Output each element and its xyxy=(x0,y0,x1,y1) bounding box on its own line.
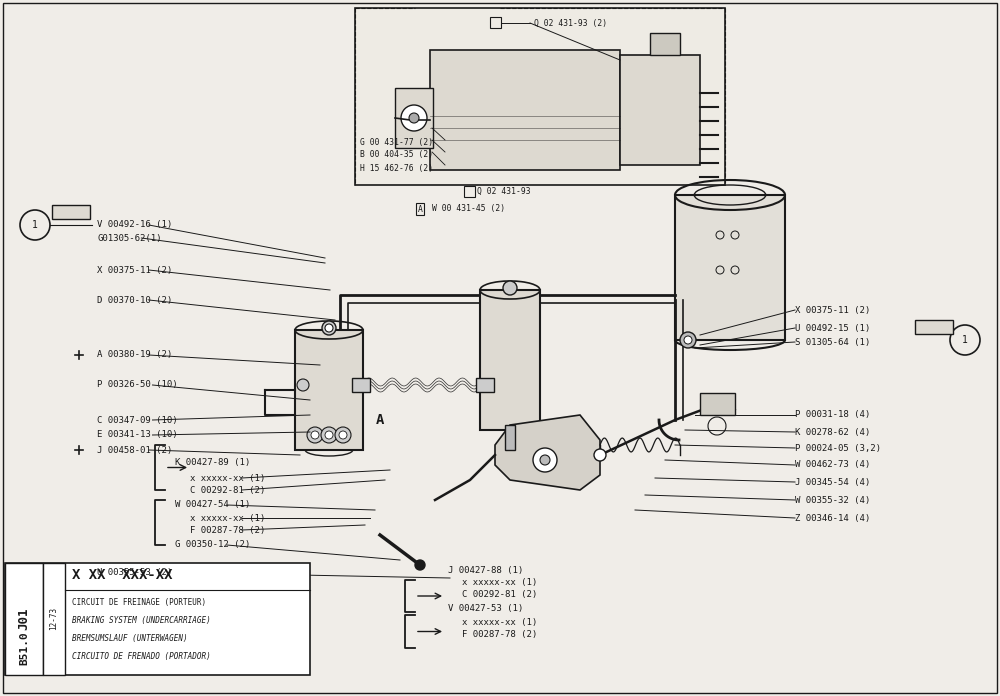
Circle shape xyxy=(401,105,427,131)
Text: BREMSUMSLAUF (UNTERWAGEN): BREMSUMSLAUF (UNTERWAGEN) xyxy=(72,633,188,642)
Circle shape xyxy=(415,560,425,570)
Bar xyxy=(52,205,90,219)
Text: A: A xyxy=(418,205,422,214)
Text: U 00355-53 (2): U 00355-53 (2) xyxy=(97,567,172,576)
Text: A 00380-19 (2): A 00380-19 (2) xyxy=(97,351,172,360)
Bar xyxy=(675,195,785,340)
Bar xyxy=(5,563,310,675)
Circle shape xyxy=(307,427,323,443)
Text: G01305-62(1): G01305-62(1) xyxy=(97,233,162,242)
Circle shape xyxy=(335,427,351,443)
Text: H 15 462-76 (2): H 15 462-76 (2) xyxy=(360,164,433,173)
Bar xyxy=(43,563,65,675)
Circle shape xyxy=(339,431,347,439)
Text: x xxxxx-xx (1): x xxxxx-xx (1) xyxy=(190,473,265,482)
Text: Z 00346-14 (4): Z 00346-14 (4) xyxy=(795,514,870,523)
Text: K 00427-89 (1): K 00427-89 (1) xyxy=(175,457,250,466)
Text: X 00375-11 (2): X 00375-11 (2) xyxy=(795,306,870,315)
Text: X 00375-11 (2): X 00375-11 (2) xyxy=(97,265,172,274)
Text: D 00370-10 (2): D 00370-10 (2) xyxy=(97,296,172,305)
Bar xyxy=(464,186,475,197)
Text: W 00462-73 (4): W 00462-73 (4) xyxy=(795,461,870,470)
Text: E 00341-13 (10): E 00341-13 (10) xyxy=(97,431,178,439)
Text: U 00492-15 (1): U 00492-15 (1) xyxy=(795,324,870,333)
Text: P 00031-18 (4): P 00031-18 (4) xyxy=(795,411,870,420)
Bar xyxy=(490,17,501,28)
Text: P 00326-50 (10): P 00326-50 (10) xyxy=(97,381,178,390)
Text: 1: 1 xyxy=(32,220,38,230)
Bar xyxy=(700,393,735,415)
Bar xyxy=(430,50,620,170)
Text: J 00345-54 (4): J 00345-54 (4) xyxy=(795,477,870,487)
Bar xyxy=(395,88,433,148)
Text: CIRCUITO DE FRENADO (PORTADOR): CIRCUITO DE FRENADO (PORTADOR) xyxy=(72,651,211,661)
Text: x xxxxx-xx (1): x xxxxx-xx (1) xyxy=(190,514,265,523)
Text: W 00427-54 (1): W 00427-54 (1) xyxy=(175,500,250,509)
Text: F 00287-78 (2): F 00287-78 (2) xyxy=(462,631,537,640)
Text: 12-73: 12-73 xyxy=(50,606,58,630)
Text: BRAKING SYSTEM (UNDERCARRIAGE): BRAKING SYSTEM (UNDERCARRIAGE) xyxy=(72,615,211,624)
Text: V 00427-53 (1): V 00427-53 (1) xyxy=(448,603,523,612)
Circle shape xyxy=(321,427,337,443)
Bar xyxy=(620,55,700,165)
Text: A: A xyxy=(376,413,384,427)
Text: G 00350-12 (2): G 00350-12 (2) xyxy=(175,541,250,550)
Text: CIRCUIT DE FREINAGE (PORTEUR): CIRCUIT DE FREINAGE (PORTEUR) xyxy=(72,597,206,606)
Polygon shape xyxy=(495,415,600,490)
Text: C 00292-81 (2): C 00292-81 (2) xyxy=(190,486,265,494)
Text: Q 02 431-93 (2): Q 02 431-93 (2) xyxy=(534,19,607,28)
Text: X XX  XXX-XX: X XX XXX-XX xyxy=(72,568,173,582)
Text: P 00024-05 (3,2): P 00024-05 (3,2) xyxy=(795,443,881,452)
Text: J 00427-88 (1): J 00427-88 (1) xyxy=(448,565,523,574)
Bar xyxy=(295,330,363,450)
Bar xyxy=(650,33,680,55)
Bar xyxy=(480,290,540,430)
Circle shape xyxy=(325,431,333,439)
Bar xyxy=(505,425,515,450)
Text: x xxxxx-xx (1): x xxxxx-xx (1) xyxy=(462,617,537,626)
Text: F 00287-78 (2): F 00287-78 (2) xyxy=(190,525,265,535)
Text: J01: J01 xyxy=(18,608,30,631)
Text: x xxxxx-xx (1): x xxxxx-xx (1) xyxy=(462,578,537,587)
Circle shape xyxy=(409,113,419,123)
Bar xyxy=(352,378,370,392)
Bar xyxy=(915,320,953,334)
Circle shape xyxy=(503,281,517,295)
Text: S 01305-64 (1): S 01305-64 (1) xyxy=(795,338,870,347)
Text: V 00492-16 (1): V 00492-16 (1) xyxy=(97,221,172,230)
Circle shape xyxy=(684,336,692,344)
Circle shape xyxy=(594,449,606,461)
Circle shape xyxy=(297,379,309,391)
Bar xyxy=(355,8,725,185)
Text: B51.0: B51.0 xyxy=(19,631,29,665)
Circle shape xyxy=(533,448,557,472)
Text: 1: 1 xyxy=(962,335,968,345)
Text: B 00 404-35 (2): B 00 404-35 (2) xyxy=(360,150,433,159)
Circle shape xyxy=(540,455,550,465)
Text: K 00278-62 (4): K 00278-62 (4) xyxy=(795,427,870,436)
Text: W 00 431-45 (2): W 00 431-45 (2) xyxy=(432,205,505,214)
Text: Q 02 431-93: Q 02 431-93 xyxy=(477,187,531,196)
Circle shape xyxy=(322,321,336,335)
Circle shape xyxy=(325,324,333,332)
Text: W 00355-32 (4): W 00355-32 (4) xyxy=(795,496,870,505)
Bar xyxy=(5,563,43,675)
Circle shape xyxy=(311,431,319,439)
Bar xyxy=(476,378,494,392)
Text: C 00347-09 (10): C 00347-09 (10) xyxy=(97,416,178,425)
Text: C 00292-81 (2): C 00292-81 (2) xyxy=(462,590,537,599)
Circle shape xyxy=(680,332,696,348)
Text: J 00458-01 (2): J 00458-01 (2) xyxy=(97,445,172,454)
Text: G 00 431-77 (2): G 00 431-77 (2) xyxy=(360,138,433,146)
